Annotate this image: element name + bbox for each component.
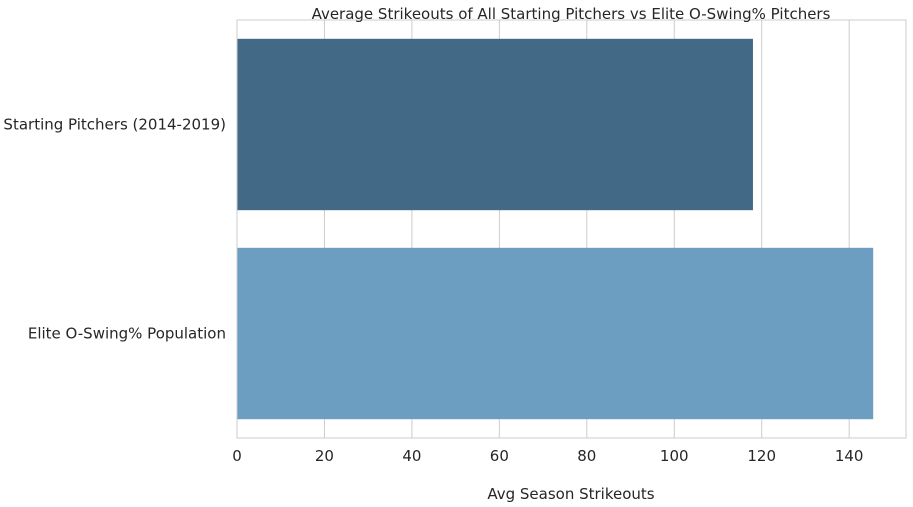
x-tick-label: 140 — [835, 447, 864, 465]
x-tick-label: 20 — [315, 447, 334, 465]
bars — [237, 38, 874, 420]
x-axis-label: Avg Season Strikeouts — [487, 485, 654, 503]
category-label: Elite O-Swing% Population — [28, 325, 226, 343]
x-tick-label: 40 — [402, 447, 421, 465]
chart-title: Average Strikeouts of All Starting Pitch… — [312, 5, 831, 23]
bar-1 — [237, 38, 753, 211]
category-label: All Starting Pitchers (2014-2019) — [0, 116, 226, 134]
bar-2 — [237, 247, 874, 420]
category-labels: All Starting Pitchers (2014-2019) Elite O… — [0, 116, 226, 343]
x-tick-label: 120 — [747, 447, 776, 465]
x-tick-label: 100 — [660, 447, 689, 465]
x-tick-label: 80 — [577, 447, 596, 465]
plot-frame — [236, 19, 907, 439]
x-tick-label: 60 — [490, 447, 509, 465]
x-tick-labels: 0 20 40 60 80 100 120 140 — [232, 447, 863, 465]
x-tick-label: 0 — [232, 447, 242, 465]
